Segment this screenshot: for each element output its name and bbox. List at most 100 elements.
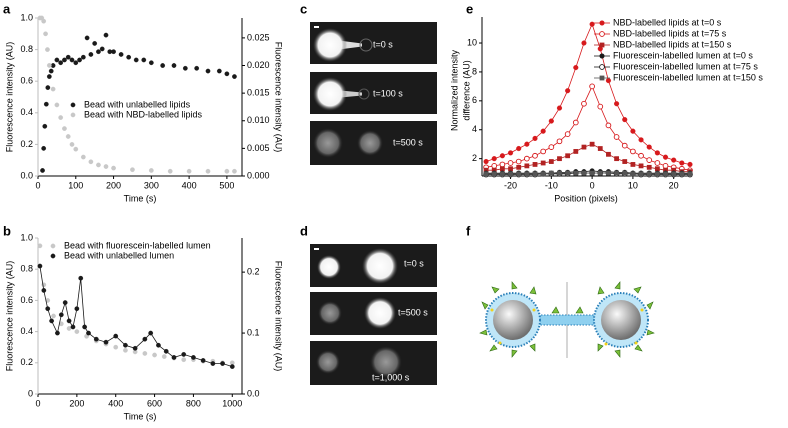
- marker: [126, 54, 132, 60]
- x-axis-label: Time (s): [124, 411, 157, 421]
- marker: [216, 68, 222, 74]
- marker: [224, 168, 230, 174]
- x-tick-label: 400: [108, 398, 123, 408]
- marker: [606, 151, 611, 157]
- y-axis-label: difference (AU): [461, 60, 471, 120]
- legend-label: Bead with unlabelled lumen: [64, 250, 174, 260]
- marker: [167, 168, 173, 174]
- marker: [43, 31, 48, 37]
- marker: [41, 18, 47, 24]
- x-tick-label: 0: [35, 398, 40, 408]
- marker: [499, 171, 505, 177]
- marker: [524, 163, 530, 169]
- marker: [96, 162, 101, 168]
- marker: [548, 144, 555, 150]
- marker: [65, 134, 71, 139]
- marker: [210, 361, 216, 366]
- marker: [92, 41, 98, 46]
- time-label: t=0 s: [404, 258, 424, 268]
- marker: [622, 170, 628, 176]
- panel-label: d: [300, 223, 308, 238]
- marker: [516, 171, 522, 177]
- marker: [148, 330, 154, 336]
- legend-label: NBD-labelled lipids at t=0 s: [613, 17, 722, 27]
- marker: [622, 159, 628, 164]
- marker: [152, 352, 157, 358]
- y2-tick-label: 0.0: [247, 388, 260, 398]
- marker: [130, 167, 135, 173]
- marker: [148, 168, 154, 173]
- x-axis-label: Position (pixels): [554, 193, 618, 203]
- marker: [507, 160, 514, 166]
- x-tick-label: 800: [186, 398, 201, 408]
- marker: [232, 168, 237, 174]
- marker: [55, 330, 60, 336]
- marker: [540, 128, 546, 134]
- marker: [41, 288, 47, 293]
- legend-marker: [70, 112, 76, 118]
- marker: [181, 352, 187, 357]
- y-axis-label: Normalized intensity: [449, 49, 459, 131]
- panel-label: c: [300, 1, 307, 16]
- time-label: t=1,000 s: [372, 372, 410, 382]
- marker: [671, 167, 677, 173]
- y2-tick-label: 0.1: [247, 327, 260, 337]
- marker: [73, 60, 79, 66]
- marker: [516, 145, 522, 152]
- marker: [491, 171, 497, 177]
- marker: [161, 354, 167, 359]
- marker: [171, 63, 177, 68]
- marker: [37, 263, 43, 269]
- legend-label: NBD-labelled lipids at t=150 s: [613, 39, 732, 49]
- marker: [515, 158, 522, 165]
- marker: [491, 163, 498, 169]
- panel-label: e: [466, 1, 473, 16]
- marker: [532, 162, 538, 167]
- marker: [45, 298, 51, 303]
- marker: [548, 118, 554, 124]
- marker: [103, 32, 109, 38]
- y2-tick-label: 0.005: [247, 143, 270, 153]
- legend-label: Fluorescein-labelled lumen at t=0 s: [613, 50, 753, 60]
- marker: [103, 164, 109, 169]
- x-tick-label: 100: [68, 180, 83, 190]
- marker: [483, 171, 489, 177]
- marker: [45, 85, 51, 90]
- marker: [679, 160, 685, 166]
- marker: [46, 74, 52, 79]
- marker: [483, 158, 489, 165]
- x-tick-label: 200: [69, 398, 84, 408]
- marker: [74, 306, 80, 312]
- time-label: t=0 s: [373, 39, 393, 49]
- legend-marker: [50, 253, 56, 259]
- marker: [142, 351, 148, 356]
- micrograph: t=500 s: [310, 121, 437, 165]
- marker: [132, 345, 138, 351]
- marker: [82, 324, 87, 330]
- y-tick-label: 1.0: [20, 232, 33, 242]
- y2-tick-label: 0.020: [247, 60, 270, 70]
- marker: [662, 163, 669, 169]
- legend-label: NBD-labelled lipids at t=75 s: [613, 28, 727, 38]
- marker: [499, 166, 505, 172]
- marker: [630, 171, 636, 177]
- legend-label: Fluorescein-labelled lumen at t=150 s: [613, 72, 763, 82]
- y-tick-label: 0: [28, 388, 33, 398]
- series-line: [486, 85, 691, 171]
- marker: [62, 57, 67, 63]
- y-tick-label: 0.6: [20, 76, 33, 86]
- marker: [41, 146, 47, 151]
- marker: [565, 170, 571, 176]
- y-tick-label: 0.4: [20, 107, 33, 117]
- time-label: t=500 s: [393, 137, 423, 147]
- y2-tick-label: 0.2: [247, 267, 260, 277]
- micrograph: t=500 s: [310, 292, 437, 335]
- marker: [220, 361, 225, 366]
- micrograph: t=100 s: [310, 72, 437, 114]
- y-tick-label: 0.8: [20, 44, 33, 54]
- micrograph: t=1,000 s: [310, 341, 437, 385]
- marker: [205, 68, 211, 74]
- marker: [141, 57, 147, 63]
- x-tick-label: -10: [545, 180, 558, 190]
- marker: [581, 170, 587, 176]
